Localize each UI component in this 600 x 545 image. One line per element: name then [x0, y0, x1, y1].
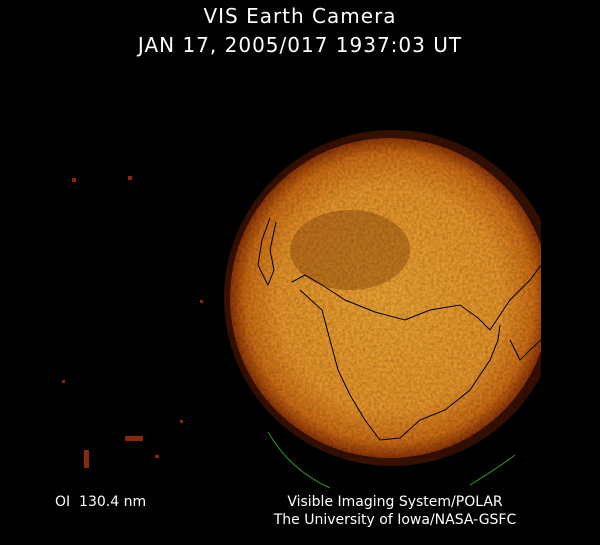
credit-line-1: Visible Imaging System/POLAR: [287, 494, 503, 510]
auroral-specks: [62, 176, 203, 468]
image-timestamp: JAN 17, 2005/017 1937:03 UT: [137, 33, 463, 57]
disk-texture: [230, 138, 541, 458]
coastline: [257, 217, 541, 441]
dark-region: [290, 210, 410, 290]
credits: Visible Imaging System/POLAR The Univers…: [240, 493, 550, 529]
filter-wavelength-label: OI 130.4 nm: [55, 494, 147, 510]
image-title: VIS Earth Camera: [203, 4, 397, 28]
limb-marker: [267, 431, 516, 489]
credit-line-2: The University of Iowa/NASA-GSFC: [273, 512, 517, 528]
